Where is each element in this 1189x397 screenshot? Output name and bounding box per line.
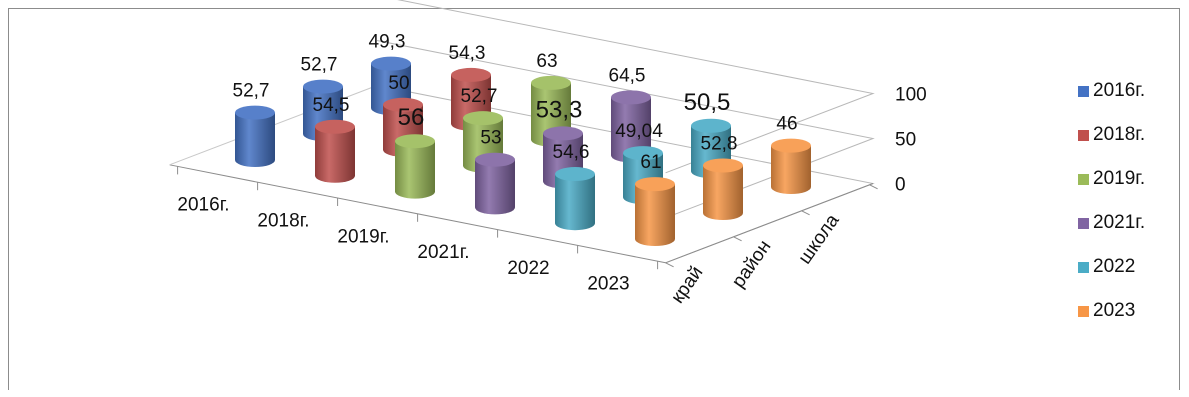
depth-tick bbox=[733, 236, 742, 242]
bar-body bbox=[703, 165, 743, 220]
data-label: 56 bbox=[398, 104, 425, 131]
depth-tick bbox=[801, 210, 810, 216]
bar-top bbox=[531, 75, 571, 90]
bar-top bbox=[303, 79, 343, 94]
legend-label: 2018г. bbox=[1093, 124, 1146, 145]
legend-item: 2021г. bbox=[1078, 212, 1145, 234]
bar-top bbox=[611, 90, 651, 105]
data-label: 54,6 bbox=[553, 142, 590, 163]
depth-label: район bbox=[728, 237, 775, 292]
legend-item: 2023 bbox=[1078, 300, 1135, 322]
bar-top bbox=[691, 118, 731, 133]
bar-body bbox=[555, 174, 595, 231]
data-labels: 49,3 54,3 63 64,5 50,5 46 52,7 50 52,7 53,3 49,04 5… bbox=[233, 32, 798, 173]
data-label: 49,3 bbox=[369, 32, 406, 53]
data-label: 52,7 bbox=[461, 86, 498, 107]
bar-top bbox=[383, 97, 423, 112]
bar bbox=[703, 158, 743, 220]
bar-body bbox=[235, 112, 275, 167]
data-label: 53 bbox=[480, 128, 501, 149]
bar-body bbox=[771, 145, 811, 194]
legend-label: 2023 bbox=[1093, 300, 1136, 321]
bar-top bbox=[451, 67, 491, 82]
bar-body bbox=[475, 159, 515, 215]
data-label: 50 bbox=[388, 73, 409, 94]
legend-item: 2016г. bbox=[1078, 80, 1145, 102]
legend-swatch bbox=[1078, 261, 1089, 273]
bar bbox=[771, 138, 811, 194]
data-label: 52,8 bbox=[701, 133, 738, 154]
legend-swatch bbox=[1078, 129, 1089, 141]
data-label: 50,5 bbox=[684, 89, 731, 116]
legend-label: 2022 bbox=[1093, 256, 1136, 277]
data-label: 61 bbox=[640, 152, 661, 173]
category-label: 2021г. bbox=[417, 242, 469, 263]
depth-axis-line bbox=[665, 183, 874, 264]
data-label: 52,7 bbox=[233, 81, 270, 102]
category-label: 2023 bbox=[587, 274, 629, 295]
data-label: 63 bbox=[536, 51, 557, 72]
data-label: 52,7 bbox=[301, 55, 338, 76]
legend-label: 2019г. bbox=[1093, 168, 1146, 189]
data-label: 64,5 bbox=[609, 65, 646, 86]
depth-label: школа bbox=[794, 210, 843, 268]
bar-top bbox=[635, 177, 675, 192]
legend-item: 2019г. bbox=[1078, 168, 1145, 190]
bar-top bbox=[771, 138, 811, 153]
bar bbox=[475, 152, 515, 215]
bar bbox=[395, 134, 435, 199]
legend-item: 2022 bbox=[1078, 256, 1135, 278]
bar-top bbox=[371, 56, 411, 71]
legend-swatch bbox=[1078, 173, 1089, 185]
bar bbox=[315, 119, 355, 183]
legend-label: 2021г. bbox=[1093, 212, 1146, 233]
depth-label: край bbox=[667, 263, 707, 308]
bar-body bbox=[395, 141, 435, 199]
legend-item: 2018г. bbox=[1078, 124, 1145, 146]
data-label: 54,3 bbox=[449, 43, 486, 64]
bar-body bbox=[315, 126, 355, 183]
bar bbox=[235, 105, 275, 167]
bar-top bbox=[463, 111, 503, 126]
bar-top bbox=[543, 126, 583, 141]
depth-tick bbox=[869, 184, 878, 190]
z-tick-label: 0 bbox=[895, 174, 906, 195]
data-label: 49,04 bbox=[615, 121, 663, 142]
data-label: 46 bbox=[776, 114, 797, 135]
category-label: 2016г. bbox=[177, 195, 229, 216]
category-label: 2022 bbox=[507, 258, 549, 279]
category-label: 2019г. bbox=[337, 226, 389, 247]
legend-swatch bbox=[1078, 217, 1089, 229]
z-tick-label: 50 bbox=[895, 129, 916, 150]
legend-label: 2016г. bbox=[1093, 80, 1146, 101]
bar-top bbox=[475, 152, 515, 167]
bar-top bbox=[555, 167, 595, 182]
bar-body bbox=[635, 184, 675, 246]
bars bbox=[235, 56, 811, 246]
bar-top bbox=[703, 158, 743, 173]
data-label: 53,3 bbox=[536, 96, 583, 123]
legend-swatch bbox=[1078, 85, 1089, 97]
bar-top bbox=[623, 146, 663, 161]
category-label: 2018г. bbox=[257, 210, 309, 231]
depth-tick bbox=[665, 262, 674, 268]
legend-swatch bbox=[1078, 305, 1089, 317]
data-label: 54,5 bbox=[313, 95, 350, 116]
bar-top bbox=[235, 105, 275, 120]
bar bbox=[635, 177, 675, 246]
z-tick-label: 100 bbox=[895, 84, 927, 105]
bar-top bbox=[395, 134, 435, 149]
bar-top bbox=[315, 119, 355, 134]
gridline bbox=[397, 0, 875, 174]
bar bbox=[555, 167, 595, 231]
